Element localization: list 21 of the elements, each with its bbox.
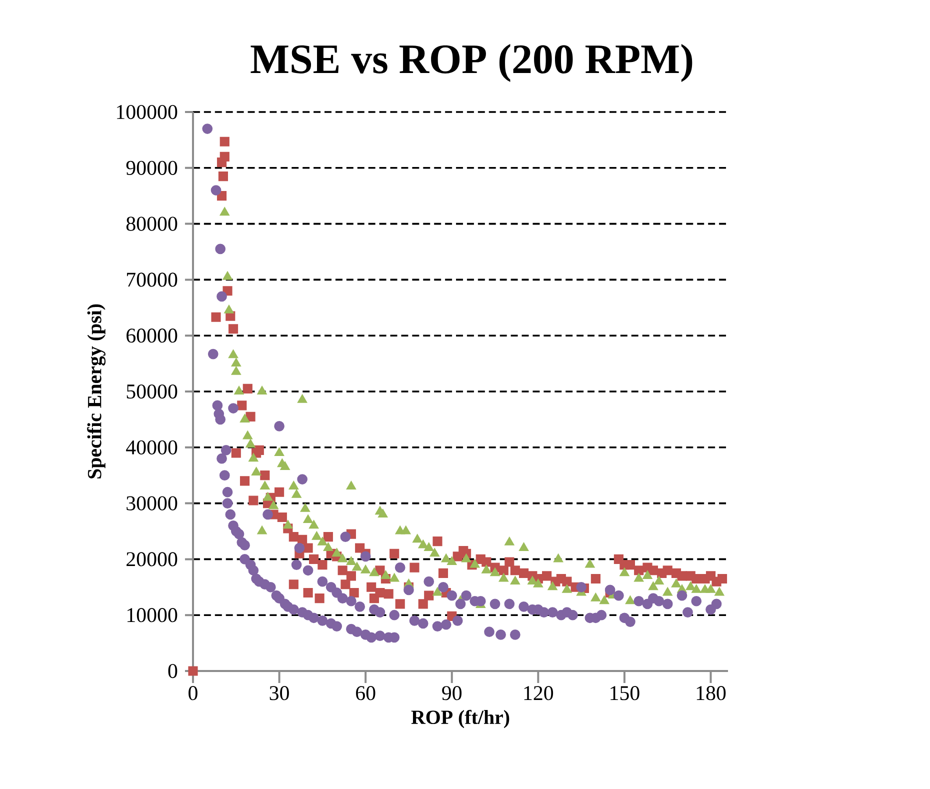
y-tick-label: 10000 xyxy=(128,608,178,622)
y-tick-label: 80000 xyxy=(126,216,178,231)
x-tick-label: 60 xyxy=(356,686,376,700)
y-tick-label: 0 xyxy=(168,664,178,678)
chart-title: MSE vs ROP (200 RPM) xyxy=(250,44,692,82)
x-tick-label: 180 xyxy=(696,686,726,700)
y-tick-label: 50000 xyxy=(126,384,178,399)
y-tick-label: 70000 xyxy=(127,272,178,287)
y-tick-label: 20000 xyxy=(126,552,178,566)
y-tick-label: 100000 xyxy=(117,104,178,120)
y-tick-label: 40000 xyxy=(126,440,178,454)
y-tick-label: 30000 xyxy=(126,496,178,510)
y-tick-label: 60000 xyxy=(126,328,178,343)
y-tick-label: 90000 xyxy=(126,160,178,175)
x-tick-label: 0 xyxy=(188,686,198,700)
y-axis-title: Specific Energy (psi) xyxy=(87,304,106,478)
x-tick-label: 120 xyxy=(524,686,554,700)
x-tick-label: 90 xyxy=(442,686,462,700)
x-tick-label: 150 xyxy=(610,686,640,700)
x-tick-label: 30 xyxy=(270,686,289,700)
x-axis-title: ROP (ft/hr) xyxy=(411,710,510,728)
